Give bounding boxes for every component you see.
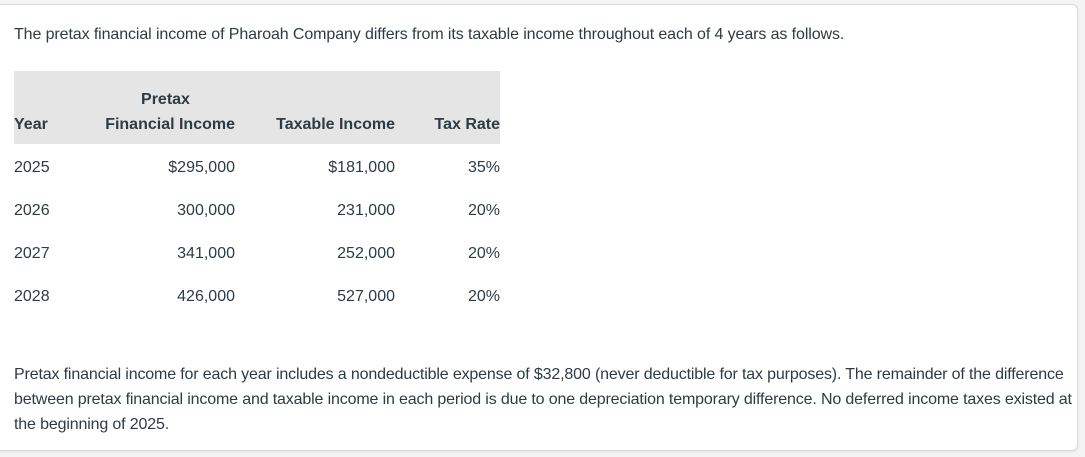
table-header-row: Year Pretax Financial Income Taxable Inc… [14,71,500,144]
header-pretax-line2: Financial Income [105,116,235,133]
cell-year: 2026 [14,201,50,219]
cell-year: 2028 [14,287,50,305]
cell-year: 2027 [14,244,50,262]
cell-tax-rate: 20% [467,287,500,305]
table-row: 2026 300,000 231,000 20% [14,189,500,232]
cell-pretax-income: 426,000 [177,287,235,305]
cell-pretax-income: 341,000 [177,244,235,262]
table-row: 2027 341,000 252,000 20% [14,232,500,275]
header-pretax-financial-income: Pretax Financial Income [74,71,235,144]
cell-tax-rate: 20% [467,244,500,262]
header-taxable-income: Taxable Income [276,116,395,133]
table-row: 2028 426,000 527,000 20% [14,275,500,318]
header-tax-rate: Tax Rate [434,116,500,133]
cell-tax-rate: 35% [467,158,500,176]
cell-year: 2025 [14,158,50,176]
table-row: 2025 $295,000 $181,000 35% [14,144,500,189]
cell-pretax-income: $295,000 [168,158,235,176]
question-card: The pretax financial income of Pharoah C… [0,4,1078,451]
cell-taxable-income: 231,000 [337,201,395,219]
cell-taxable-income: 527,000 [337,287,395,305]
income-table: Year Pretax Financial Income Taxable Inc… [14,71,500,318]
intro-text: The pretax financial income of Pharoah C… [14,26,845,43]
cell-taxable-income: $181,000 [328,158,395,176]
cell-tax-rate: 20% [467,201,500,219]
header-year: Year [14,116,48,133]
header-pretax-line1: Pretax [141,91,190,108]
notes-text: Pretax financial income for each year in… [14,366,1072,433]
cell-taxable-income: 252,000 [337,244,395,262]
cell-pretax-income: 300,000 [177,201,235,219]
